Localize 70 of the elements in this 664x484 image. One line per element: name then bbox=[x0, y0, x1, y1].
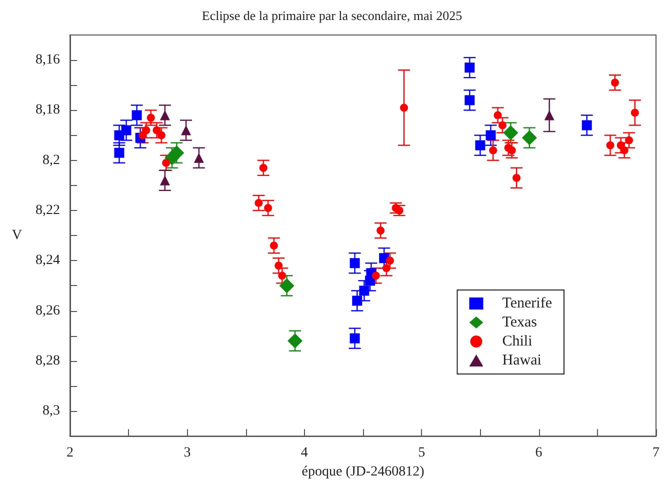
y-tick-label: 8,18 bbox=[36, 102, 60, 118]
x-tick-label: 6 bbox=[535, 446, 542, 461]
point bbox=[152, 126, 161, 134]
legend-label: Hawai bbox=[502, 352, 542, 368]
point bbox=[146, 114, 155, 122]
chart-title: Eclipse de la primaire par la secondaire, mai 2025 bbox=[202, 8, 462, 23]
point bbox=[142, 126, 150, 134]
y-axis-title: V bbox=[12, 228, 22, 244]
point bbox=[274, 262, 283, 270]
point bbox=[508, 146, 516, 154]
point bbox=[464, 95, 475, 106]
point bbox=[386, 256, 394, 265]
point bbox=[288, 333, 303, 348]
point bbox=[464, 62, 475, 73]
point bbox=[582, 120, 592, 130]
legend-label: Tenerife bbox=[502, 296, 552, 312]
point bbox=[114, 148, 124, 158]
point bbox=[132, 110, 142, 120]
legend-label: Texas bbox=[502, 314, 538, 330]
point bbox=[352, 296, 362, 306]
point bbox=[194, 152, 204, 163]
point bbox=[400, 104, 408, 112]
x-tick-label: 7 bbox=[652, 446, 660, 461]
point bbox=[544, 110, 554, 120]
point bbox=[270, 242, 278, 250]
y-tick-label: 8,16 bbox=[36, 52, 60, 68]
point bbox=[498, 121, 506, 130]
x-tick-label: 3 bbox=[184, 446, 191, 461]
point bbox=[350, 333, 360, 344]
y-tick-label: 8,26 bbox=[36, 303, 60, 318]
x-tick-label: 4 bbox=[300, 446, 308, 461]
point bbox=[606, 141, 614, 150]
point bbox=[160, 175, 170, 186]
point bbox=[522, 130, 537, 146]
point bbox=[162, 158, 170, 167]
y-tick-label: 8,2 bbox=[42, 152, 60, 168]
point bbox=[160, 110, 170, 120]
point bbox=[494, 111, 502, 120]
point bbox=[121, 125, 132, 136]
legend-label: Chili bbox=[502, 334, 532, 350]
point bbox=[503, 125, 518, 140]
point bbox=[486, 130, 496, 140]
point bbox=[610, 78, 619, 87]
point bbox=[279, 278, 294, 294]
point bbox=[475, 140, 486, 150]
point bbox=[359, 286, 370, 296]
point bbox=[169, 145, 184, 160]
point bbox=[264, 204, 272, 212]
point bbox=[625, 136, 634, 144]
x-tick-label: 2 bbox=[66, 446, 74, 461]
point bbox=[181, 125, 192, 136]
y-tick-label: 8,3 bbox=[42, 404, 60, 419]
point bbox=[512, 174, 521, 182]
point bbox=[630, 108, 639, 117]
y-tick-label: 8,28 bbox=[36, 353, 60, 368]
x-axis-title: époque (JD-2460812) bbox=[302, 464, 425, 480]
point bbox=[620, 146, 628, 154]
point bbox=[350, 258, 360, 268]
point bbox=[395, 206, 404, 214]
point bbox=[382, 264, 390, 272]
point bbox=[376, 226, 385, 235]
point bbox=[278, 272, 286, 280]
point bbox=[254, 198, 263, 207]
point bbox=[157, 131, 166, 140]
point bbox=[372, 272, 380, 280]
x-tick-label: 5 bbox=[418, 446, 426, 461]
y-tick-label: 8,24 bbox=[36, 253, 60, 268]
y-tick-label: 8,22 bbox=[36, 202, 60, 218]
point bbox=[259, 164, 268, 172]
point bbox=[489, 146, 498, 154]
